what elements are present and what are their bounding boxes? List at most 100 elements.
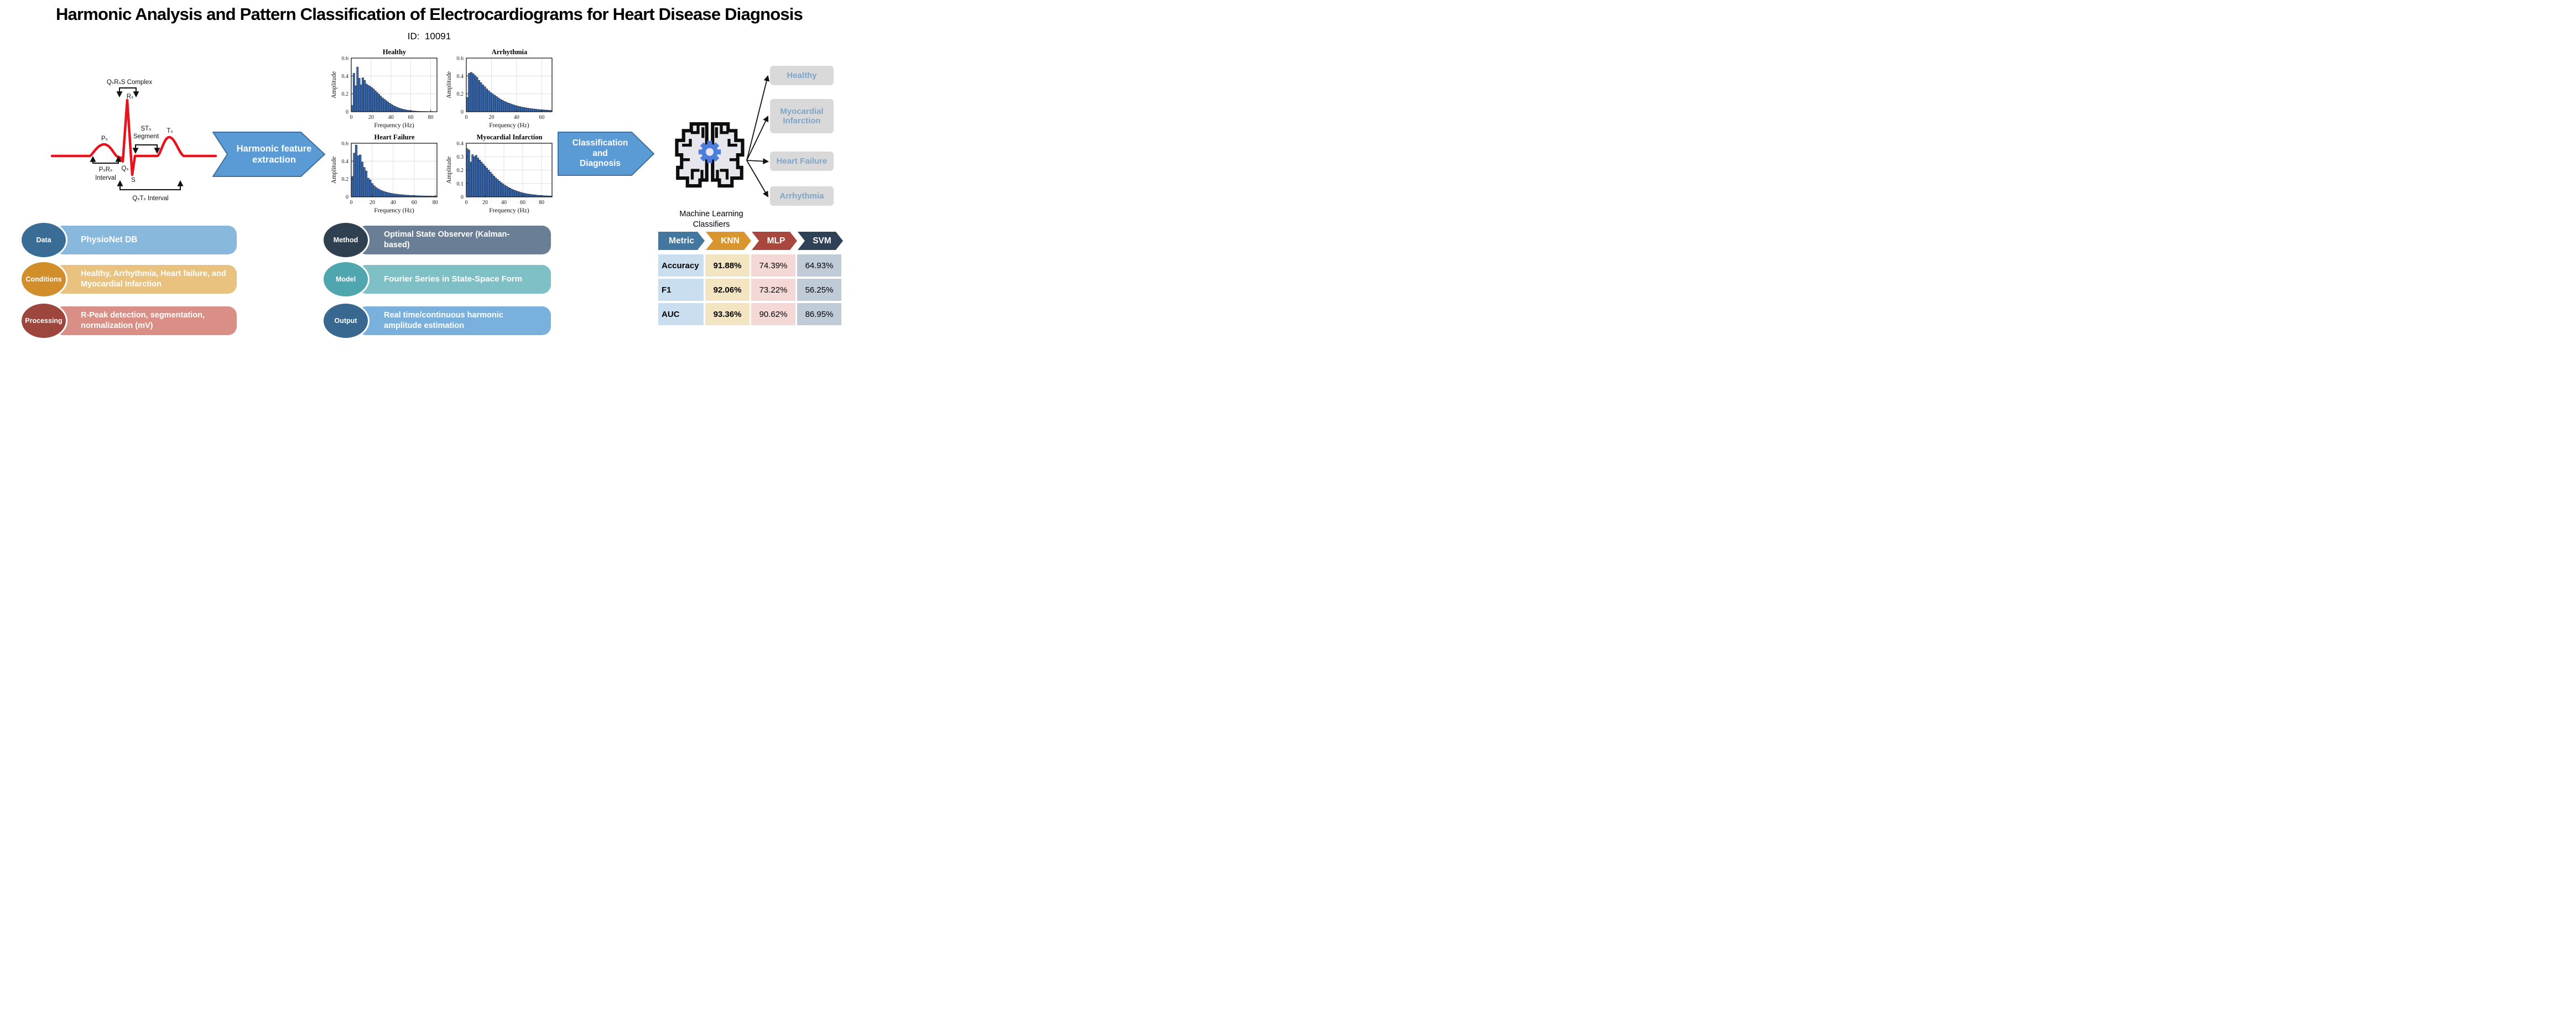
metric-accuracy: Accuracy bbox=[658, 254, 704, 277]
svg-text:0.4: 0.4 bbox=[342, 159, 349, 165]
results-table-header-row: Metric KNN MLP SVM bbox=[658, 232, 844, 250]
p-wave-label: Pₛ bbox=[101, 135, 108, 142]
arrow-label-line: and bbox=[592, 148, 608, 158]
qrs-bracket bbox=[116, 87, 139, 98]
results-table: Metric KNN MLP SVM Accuracy 91.88% 74.39… bbox=[658, 232, 844, 325]
conditions-bar-text: Healthy, Arrhythmia, Heart failure, and … bbox=[81, 269, 226, 289]
graphical-abstract: Harmonic Analysis and Pattern Classifica… bbox=[0, 0, 858, 344]
data-bar: PhysioNet DB bbox=[54, 226, 237, 254]
data-badge: Data bbox=[20, 221, 67, 259]
svg-text:20: 20 bbox=[370, 200, 375, 206]
qrs-complex-label: QₛRₛS Complex bbox=[107, 79, 152, 86]
model-bar: Fourier Series in State-Space Form bbox=[357, 265, 551, 294]
svg-text:Frequency (Hz): Frequency (Hz) bbox=[489, 122, 529, 129]
histogram-title: Healthy bbox=[382, 48, 407, 56]
svg-text:60: 60 bbox=[539, 114, 544, 121]
svg-text:0.2: 0.2 bbox=[457, 91, 464, 97]
output-box-heart-failure: Heart Failure bbox=[770, 152, 834, 171]
output-badge: Output bbox=[322, 302, 370, 340]
results-table-body: Accuracy 91.88% 74.39% 64.93% F1 92.06% … bbox=[658, 254, 844, 325]
svg-text:60: 60 bbox=[412, 200, 417, 206]
model-bar-text: Fourier Series in State-Space Form bbox=[384, 274, 523, 284]
classification-diagnosis-arrow: Classification and Diagnosis bbox=[558, 132, 655, 176]
badge-label: Model bbox=[335, 275, 356, 283]
output-box-healthy: Healthy bbox=[770, 66, 834, 85]
svg-text:20: 20 bbox=[488, 114, 494, 121]
auc-knn: 93.36% bbox=[705, 303, 750, 325]
svg-text:80: 80 bbox=[428, 114, 434, 121]
pr-interval-label-2: Interval bbox=[95, 175, 116, 181]
svg-text:0.6: 0.6 bbox=[457, 56, 464, 62]
output-box-myocardial-infarction: Myocardial Infarction bbox=[770, 99, 834, 133]
arrow-label-line: Harmonic feature bbox=[236, 143, 312, 154]
svg-text:0.4: 0.4 bbox=[457, 142, 464, 147]
svg-text:0: 0 bbox=[350, 114, 353, 121]
data-bar-text: PhysioNet DB bbox=[81, 234, 138, 244]
svg-text:0: 0 bbox=[350, 200, 353, 206]
svg-text:60: 60 bbox=[408, 114, 414, 121]
svg-text:0: 0 bbox=[346, 195, 348, 201]
svg-text:40: 40 bbox=[514, 114, 519, 121]
svg-text:0: 0 bbox=[465, 200, 468, 206]
histogram-myocardial-infarction: Myocardial Infarction 0 0.1 0.2 0.3 0.4 0 20 40… bbox=[446, 133, 558, 216]
svg-text:0.2: 0.2 bbox=[457, 168, 464, 174]
accuracy-svm: 64.93% bbox=[797, 254, 841, 277]
method-bar-text: Optimal State Observer (Kalman-based) bbox=[384, 230, 510, 249]
harmonic-spectra-grid: Healthy 0 0.2 0.4 0.6 0 20 40 60 80 Frequency (Hz… bbox=[331, 48, 558, 216]
f1-svm: 56.25% bbox=[797, 279, 841, 301]
svg-text:20: 20 bbox=[482, 200, 488, 206]
gear-icon bbox=[698, 140, 721, 163]
svg-text:40: 40 bbox=[391, 200, 396, 206]
svg-text:0: 0 bbox=[461, 195, 464, 201]
page-title: Harmonic Analysis and Pattern Classifica… bbox=[55, 4, 803, 24]
q-wave-label: Qₛ bbox=[121, 165, 128, 172]
badge-label: Output bbox=[334, 317, 357, 325]
classifier-fan-arrows bbox=[746, 75, 770, 197]
svg-text:40: 40 bbox=[501, 200, 507, 206]
arrow-label-line: Diagnosis bbox=[579, 159, 621, 169]
conditions-badge: Conditions bbox=[20, 260, 67, 298]
processing-bar-text: R-Peak detection, segmentation, normaliz… bbox=[81, 311, 205, 330]
metric-auc: AUC bbox=[658, 303, 704, 325]
svg-text:0: 0 bbox=[465, 114, 468, 121]
arrow-label: Classification and Diagnosis bbox=[558, 132, 655, 176]
histogram-title: Heart Failure bbox=[374, 133, 415, 141]
arrow-label-line: Classification bbox=[572, 138, 628, 148]
svg-text:0.1: 0.1 bbox=[457, 181, 464, 187]
ecg-waveform-svg: QₛRₛS Complex Rₛ Pₛ Tₛ STₛ Segment PₛRₛ … bbox=[50, 79, 217, 202]
histogram-title: Myocardial Infarction bbox=[476, 133, 543, 141]
svg-text:0: 0 bbox=[461, 110, 464, 116]
processing-bar: R-Peak detection, segmentation, normaliz… bbox=[54, 306, 237, 335]
svg-text:Frequency (Hz): Frequency (Hz) bbox=[489, 207, 529, 214]
harmonic-feature-extraction-arrow: Harmonic feature extraction bbox=[212, 132, 326, 177]
output-bar: Real time/continuous harmonic amplitude … bbox=[357, 306, 551, 335]
svg-text:80: 80 bbox=[433, 200, 438, 206]
arrow-label: Harmonic feature extraction bbox=[212, 132, 326, 177]
svg-text:60: 60 bbox=[520, 200, 525, 206]
histogram-healthy: Healthy 0 0.2 0.4 0.6 0 20 40 60 80 Frequency (Hz… bbox=[331, 48, 443, 131]
processing-badge: Processing bbox=[20, 302, 67, 340]
output-bar-text: Real time/continuous harmonic amplitude … bbox=[384, 311, 503, 330]
histogram-arrhythmia: Arrhythmia 0 0.2 0.4 0.6 0 20 40 60 Frequency (H… bbox=[446, 48, 558, 131]
svg-text:0.4: 0.4 bbox=[342, 74, 349, 80]
svg-text:0.2: 0.2 bbox=[342, 176, 349, 183]
s-wave-label: S bbox=[131, 177, 136, 184]
svg-text:40: 40 bbox=[388, 114, 394, 121]
arrow-label-line: extraction bbox=[252, 155, 296, 165]
header-knn: KNN bbox=[706, 232, 751, 250]
svg-text:Amplitude: Amplitude bbox=[331, 157, 337, 184]
svg-text:Amplitude: Amplitude bbox=[446, 71, 452, 98]
badge-label: Processing bbox=[25, 317, 63, 325]
brain-gear-icon bbox=[675, 122, 745, 188]
accuracy-mlp: 74.39% bbox=[751, 254, 795, 277]
pr-bracket bbox=[90, 155, 122, 164]
chevron-arrow-icon bbox=[212, 132, 326, 177]
r-wave-label: Rₛ bbox=[127, 93, 134, 100]
svg-text:80: 80 bbox=[539, 200, 544, 206]
conditions-bar: Healthy, Arrhythmia, Heart failure, and … bbox=[54, 265, 237, 294]
header-metric: Metric bbox=[658, 232, 705, 250]
svg-text:0.6: 0.6 bbox=[342, 142, 349, 147]
auc-mlp: 90.62% bbox=[751, 303, 795, 325]
f1-mlp: 73.22% bbox=[751, 279, 795, 301]
pr-interval-label-1: PₛRₛ bbox=[99, 166, 113, 173]
